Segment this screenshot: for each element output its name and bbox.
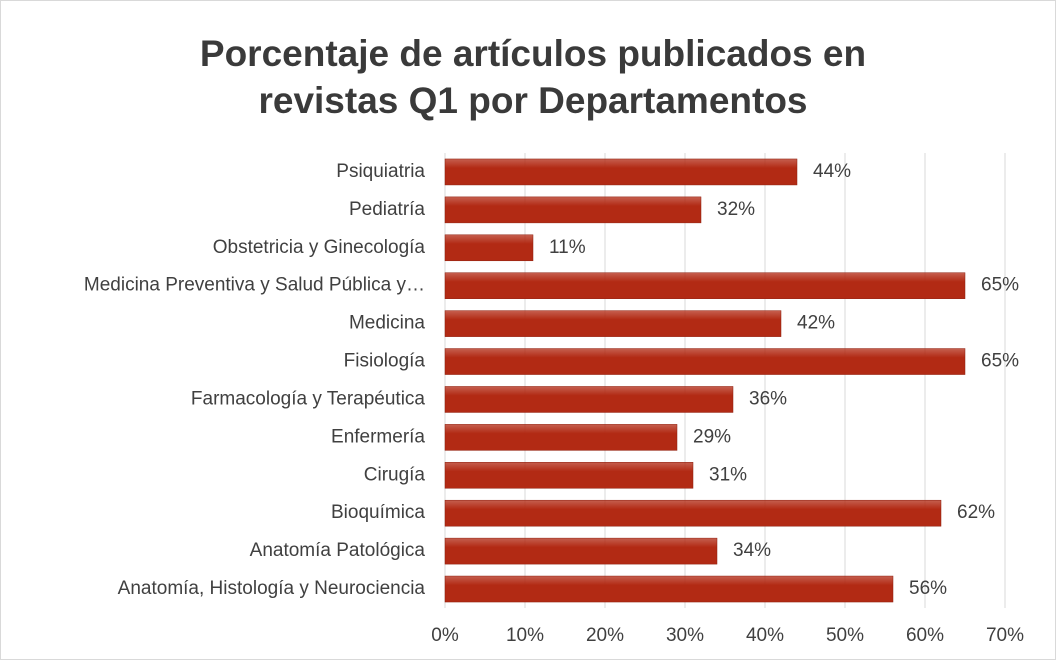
- x-tick-label: 0%: [431, 625, 459, 646]
- data-label: 11%: [549, 237, 586, 258]
- y-tick-label: Medicina: [349, 313, 425, 334]
- y-tick-label: Bioquímica: [331, 502, 425, 523]
- y-tick-label: Farmacología y Terapéutica: [191, 388, 426, 409]
- x-tick-label: 10%: [506, 625, 544, 646]
- bar: [444, 158, 798, 186]
- bar: [444, 272, 966, 299]
- data-label: 32%: [717, 199, 755, 220]
- bar: [444, 234, 534, 262]
- bar: [444, 499, 942, 527]
- bar: [444, 575, 894, 603]
- bar: [444, 424, 678, 451]
- bar: [444, 537, 718, 565]
- data-label: 44%: [813, 161, 851, 182]
- y-tick-label: Psiquiatria: [336, 161, 425, 182]
- y-tick-label: Medicina Preventiva y Salud Pública y…: [84, 275, 425, 296]
- y-tick-label: Cirugía: [364, 464, 426, 485]
- chart-title: Porcentaje de artículos publicados en: [200, 33, 866, 74]
- data-label: 29%: [693, 426, 731, 447]
- data-label: 56%: [909, 578, 947, 599]
- bar: [444, 386, 734, 413]
- bar: [444, 196, 702, 224]
- bar: [444, 310, 782, 337]
- data-label: 65%: [981, 351, 1019, 372]
- data-label: 31%: [709, 464, 747, 485]
- x-tick-label: 50%: [826, 625, 864, 646]
- x-tick-label: 40%: [746, 625, 784, 646]
- x-tick-label: 30%: [666, 625, 704, 646]
- data-label: 65%: [981, 275, 1019, 296]
- y-tick-label: Anatomía, Histología y Neurociencia: [118, 578, 426, 599]
- data-label: 34%: [733, 540, 771, 561]
- x-tick-label: 70%: [986, 625, 1024, 646]
- chart-title: revistas Q1 por Departamentos: [258, 80, 807, 121]
- data-label: 36%: [749, 388, 787, 409]
- bar: [444, 348, 966, 375]
- y-tick-label: Fisiología: [344, 351, 426, 372]
- bar: [444, 462, 694, 489]
- y-tick-label: Obstetricia y Ginecología: [213, 237, 426, 258]
- x-tick-label: 20%: [586, 625, 624, 646]
- x-tick-label: 60%: [906, 625, 944, 646]
- data-label: 42%: [797, 313, 835, 334]
- y-tick-label: Anatomía Patológica: [250, 540, 426, 561]
- data-label: 62%: [957, 502, 995, 523]
- y-tick-label: Enfermería: [331, 426, 425, 447]
- y-tick-label: Pediatría: [349, 199, 425, 220]
